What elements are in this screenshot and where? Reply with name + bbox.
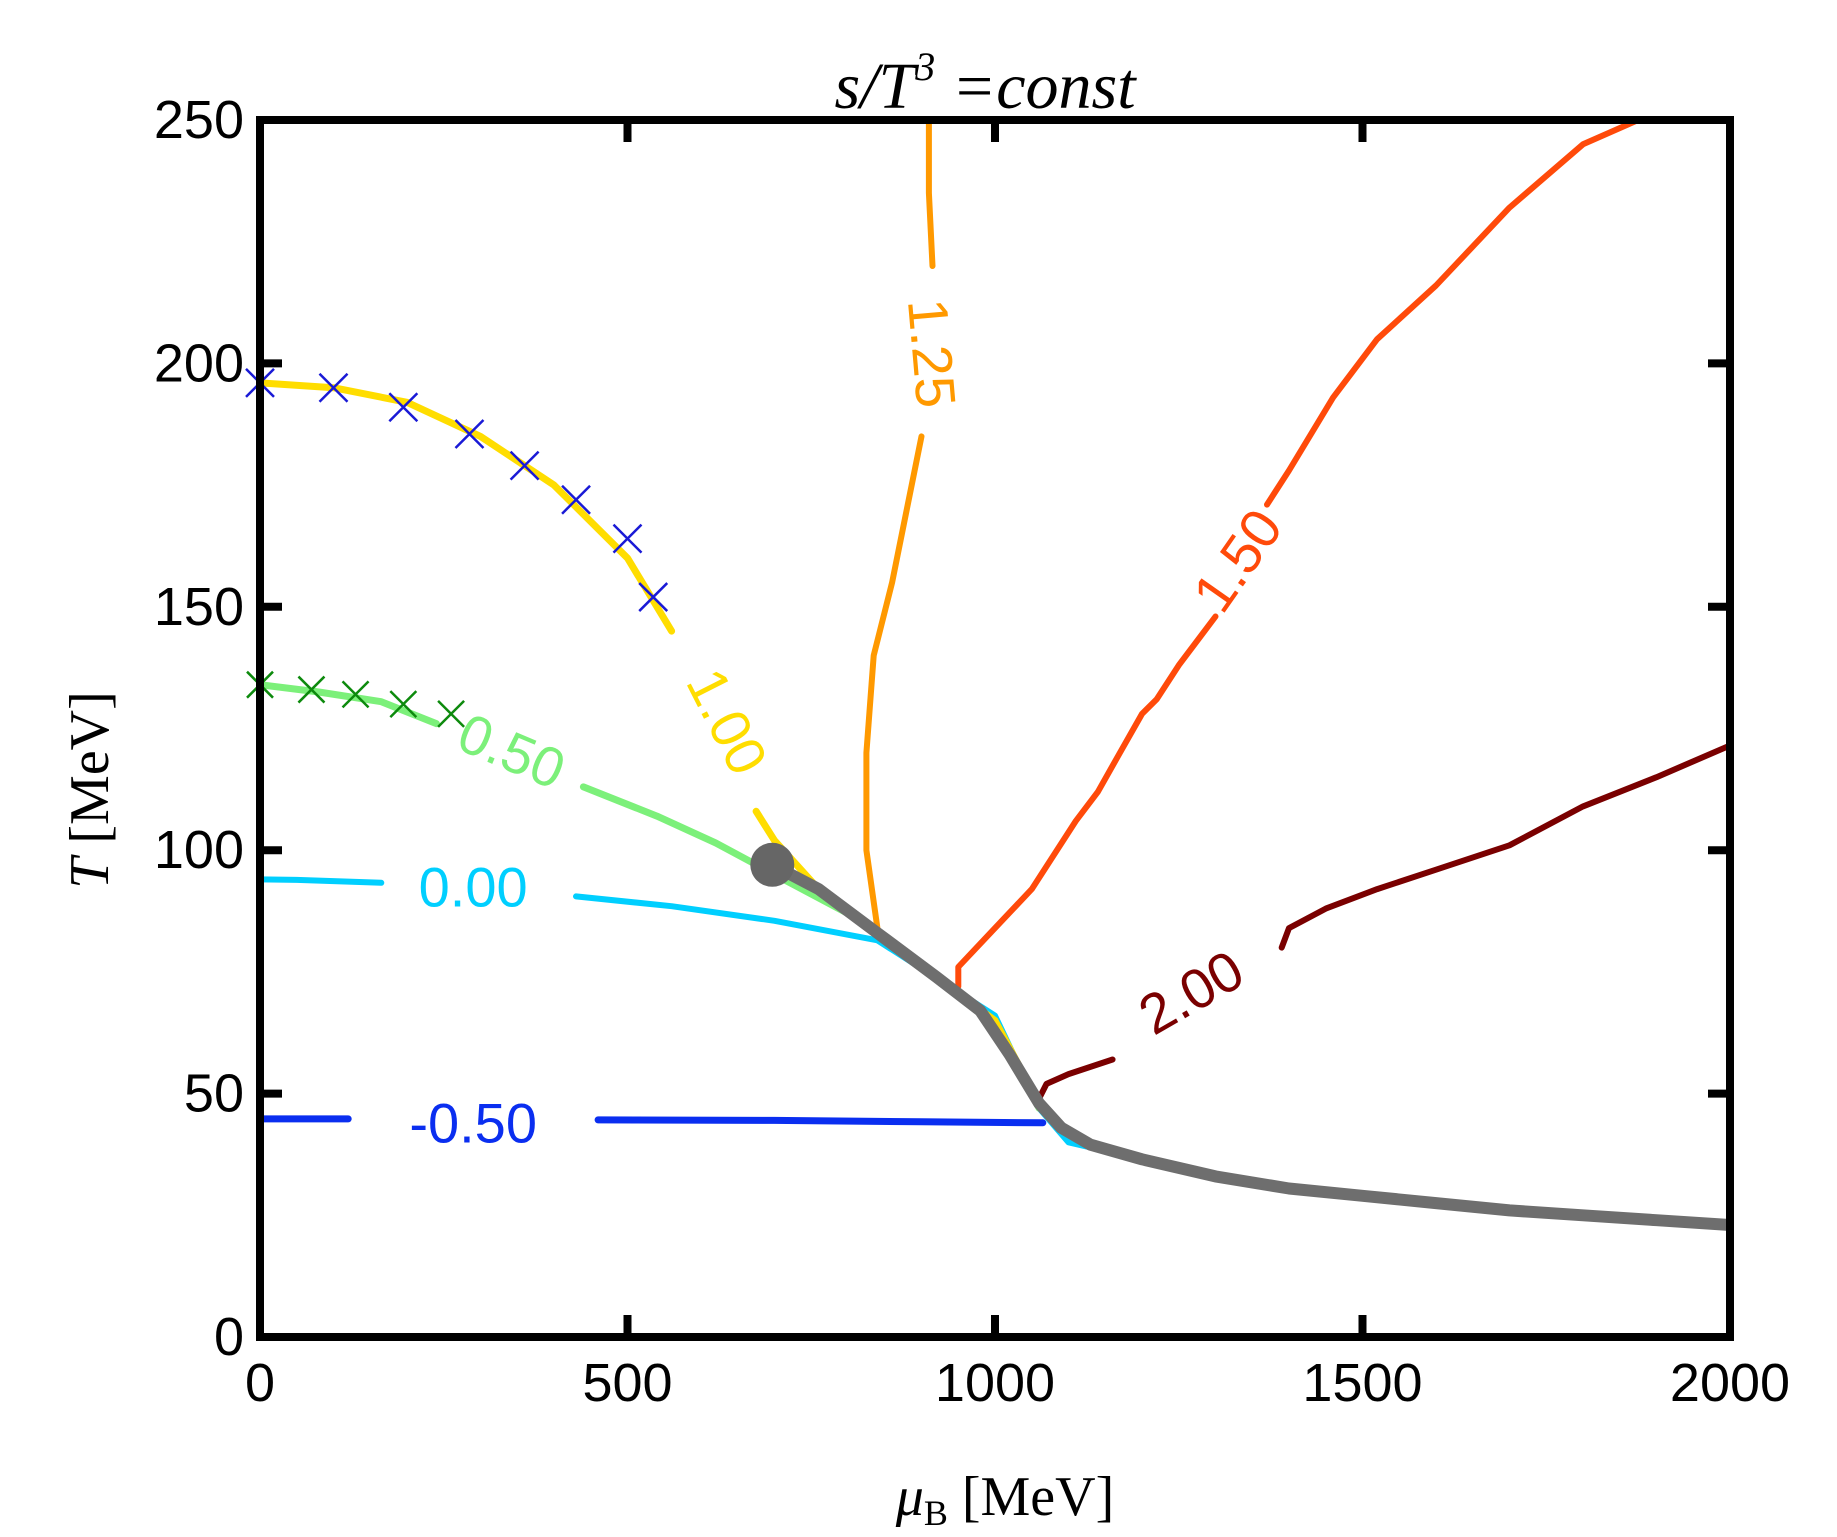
series-0.50-segment-1 — [579, 783, 1043, 1112]
y-tick-label-1: 50 — [184, 1064, 244, 1124]
blue-x-marker-4 — [509, 450, 540, 481]
blue-x-marker-2 — [388, 392, 419, 423]
series-0.50-segment-0 — [260, 681, 440, 728]
series-first-order-transition-segment-0 — [766, 858, 1730, 1231]
series-2.00-segment-0 — [1278, 742, 1730, 951]
chart-title: s/T3 =const — [834, 44, 1137, 123]
y-tick-label-5: 250 — [154, 90, 244, 150]
series-1.25-segment-1 — [863, 433, 925, 932]
marker-layer — [245, 367, 795, 887]
green-x-marker-3 — [389, 690, 418, 719]
contour-label-2.00: 2.00 — [1128, 938, 1254, 1047]
y-tick-label-2: 100 — [154, 820, 244, 880]
x-tick-label-0: 0 — [245, 1353, 275, 1413]
series--0.50-segment-1 — [594, 1116, 1047, 1127]
contour-label-1.50: 1.50 — [1180, 498, 1294, 623]
blue-x-marker-1 — [318, 372, 349, 403]
tick-layer: 0 500 1000 1500 2000 0 50 100 150 200 250 — [154, 90, 1790, 1413]
green-x-marker-1 — [297, 675, 326, 704]
series-1.25-segment-0 — [925, 120, 936, 269]
contour-label-1.25: 1.25 — [896, 296, 968, 410]
label-layer: -0.50 0.00 0.50 1.00 1.25 1.50 2.00 — [409, 296, 1294, 1154]
y-tick-label-4: 200 — [154, 333, 244, 393]
series-2.00-segment-1 — [1036, 1056, 1116, 1102]
series-layer — [260, 120, 1730, 1231]
contour-label-1.00: 1.00 — [674, 659, 780, 785]
blue-x-marker-7 — [638, 582, 669, 612]
x-tick-label-1: 500 — [582, 1353, 672, 1413]
green-x-marker-4 — [437, 700, 465, 728]
y-tick-label-3: 150 — [154, 577, 244, 637]
contour-label-0.50: 0.50 — [449, 701, 574, 802]
blue-x-marker-3 — [454, 419, 485, 449]
green-x-marker-2 — [341, 680, 370, 709]
series-1.50-segment-0 — [1264, 120, 1642, 508]
x-tick-label-3: 1500 — [1302, 1353, 1422, 1413]
plot-area: -0.50 0.00 0.50 1.00 1.25 1.50 2.00 — [245, 120, 1730, 1231]
blue-x-marker-5 — [561, 484, 591, 515]
series-1.00-segment-0 — [260, 379, 676, 635]
y-axis-title: T [MeV] — [59, 691, 121, 889]
series-1.00-segment-1 — [752, 807, 1043, 1107]
x-tick-label-4: 2000 — [1670, 1353, 1790, 1413]
series-0.00-segment-1 — [573, 893, 1730, 1231]
critical-point — [750, 842, 795, 887]
contour-label--0.50: -0.50 — [409, 1091, 537, 1154]
contour-label-0.00: 0.00 — [419, 855, 528, 918]
y-tick-label-0: 0 — [214, 1307, 244, 1367]
blue-x-marker-6 — [612, 523, 643, 554]
x-axis-title: μB [MeV] — [895, 1466, 1115, 1533]
x-tick-label-2: 1000 — [935, 1353, 1055, 1413]
series-0.00-segment-0 — [260, 876, 385, 886]
series-1.50-segment-1 — [955, 613, 1219, 990]
